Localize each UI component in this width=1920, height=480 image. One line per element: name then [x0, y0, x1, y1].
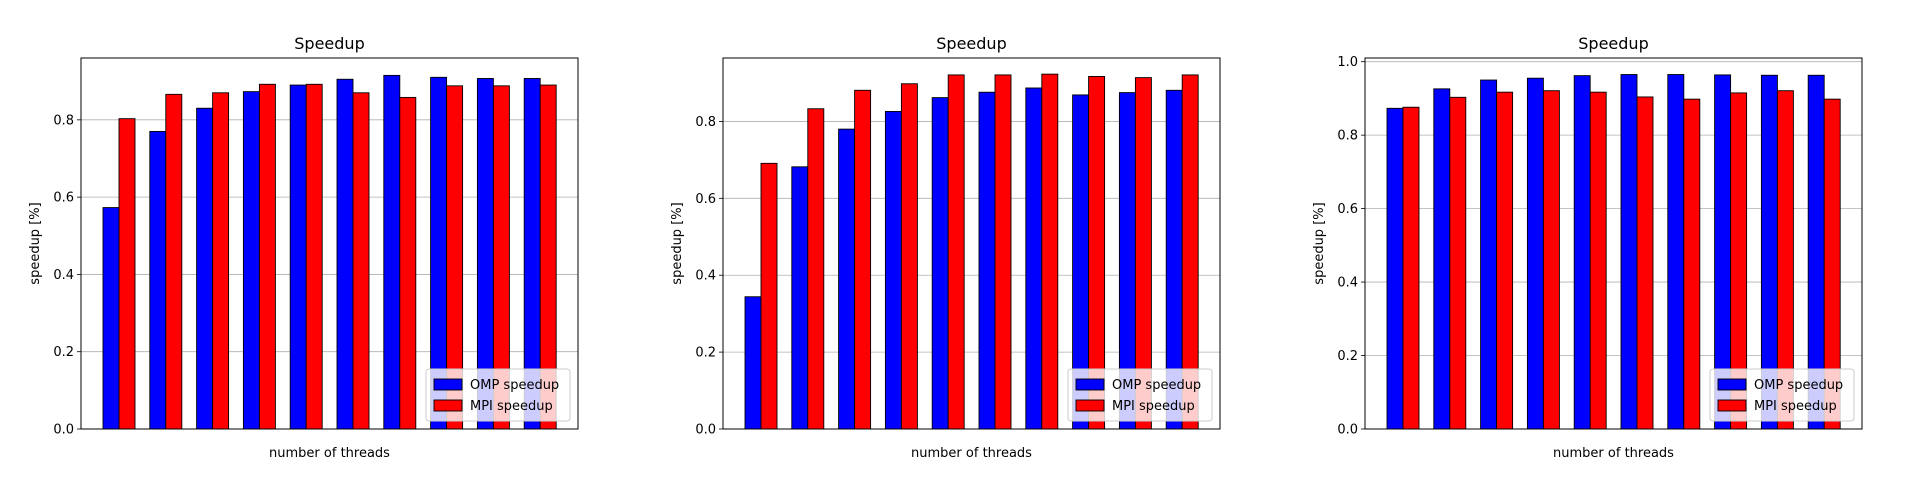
- mpi-bar: [760, 162, 778, 430]
- omp-bar: [289, 84, 307, 430]
- y-axis-label: speedup [%]: [28, 202, 43, 284]
- mpi-bar: [1402, 106, 1420, 430]
- mpi-bar: [212, 92, 230, 430]
- omp-bar: [1025, 87, 1043, 430]
- mpi-bar: [994, 74, 1012, 430]
- y-tick-label: 0.0: [695, 423, 716, 438]
- omp-bar: [383, 74, 401, 430]
- omp-bar: [242, 91, 260, 430]
- y-tick-label: 0.2: [1337, 349, 1358, 364]
- legend: OMP speedup MPI speedup: [1709, 368, 1855, 422]
- omp-legend-swatch: [1075, 378, 1105, 391]
- y-axis-label: speedup [%]: [670, 202, 685, 284]
- x-axis-label: number of threads: [1553, 446, 1674, 461]
- y-tick-label: 0.4: [695, 269, 716, 284]
- chart-title: Speedup: [294, 34, 364, 53]
- y-tick-label: 0.0: [1337, 423, 1358, 438]
- axes-frame: [1364, 57, 1863, 430]
- chart-panel-3: 0.0 0.2 0.4 0.6 0.8 1.0 Speedup number of threa…: [1312, 34, 1863, 461]
- omp-bar: [884, 110, 902, 430]
- omp-bar: [1433, 88, 1451, 430]
- y-tick-label: 0.0: [53, 423, 74, 438]
- mpi-legend-label: MPI speedup: [1754, 399, 1837, 414]
- axes-frame: [80, 57, 579, 430]
- mpi-bar: [1496, 91, 1514, 430]
- y-tick-label: 0.4: [53, 268, 74, 283]
- mpi-bar: [165, 93, 183, 430]
- y-axis-label: speedup [%]: [1312, 202, 1327, 284]
- omp-bar: [931, 97, 949, 430]
- omp-bar: [1620, 74, 1638, 430]
- legend: OMP speedup MPI speedup: [1067, 368, 1213, 422]
- mpi-bar: [854, 89, 872, 430]
- mpi-bar: [258, 83, 276, 430]
- mpi-bar: [1041, 73, 1059, 430]
- omp-bar: [1573, 75, 1591, 430]
- y-tick-label: 0.6: [53, 191, 74, 206]
- mpi-bar: [352, 92, 370, 430]
- y-tick-label: 0.2: [695, 346, 716, 361]
- mpi-bar: [947, 74, 965, 430]
- y-tick-label: 0.8: [1337, 129, 1358, 144]
- omp-bar: [1386, 107, 1404, 430]
- omp-bar: [1526, 77, 1544, 430]
- omp-bar: [149, 130, 167, 430]
- chart-title: Speedup: [936, 34, 1006, 53]
- y-tick-label: 0.8: [53, 113, 74, 128]
- omp-bar: [196, 107, 214, 430]
- mpi-legend-swatch: [1075, 399, 1105, 412]
- mpi-bar: [900, 83, 918, 430]
- omp-legend-label: OMP speedup: [1754, 378, 1843, 393]
- mpi-legend-label: MPI speedup: [1112, 399, 1195, 414]
- x-axis-label: number of threads: [911, 446, 1032, 461]
- omp-bar: [791, 166, 809, 430]
- axes-frame: [722, 57, 1221, 430]
- omp-legend-swatch: [433, 378, 463, 391]
- omp-bar: [1667, 74, 1685, 430]
- omp-bar: [102, 207, 120, 430]
- mpi-bar: [1542, 90, 1560, 430]
- mpi-legend-label: MPI speedup: [470, 399, 553, 414]
- y-tick-label: 0.2: [53, 345, 74, 360]
- mpi-bar: [1683, 98, 1701, 430]
- mpi-bar: [1589, 91, 1607, 430]
- y-tick-label: 0.6: [695, 192, 716, 207]
- mpi-bar: [1449, 96, 1467, 430]
- mpi-bar: [118, 118, 136, 430]
- x-axis-label: number of threads: [269, 446, 390, 461]
- omp-legend-label: OMP speedup: [1112, 378, 1201, 393]
- mpi-bar: [305, 83, 323, 430]
- y-tick-label: 1.0: [1337, 55, 1358, 70]
- omp-legend-swatch: [1717, 378, 1747, 391]
- mpi-legend-swatch: [1717, 399, 1747, 412]
- y-tick-label: 0.6: [1337, 202, 1358, 217]
- y-tick-label: 0.8: [695, 115, 716, 130]
- y-tick-label: 0.4: [1337, 276, 1358, 291]
- mpi-legend-swatch: [433, 399, 463, 412]
- mpi-bar: [399, 96, 417, 430]
- mpi-bar: [807, 108, 825, 430]
- omp-bar: [838, 128, 856, 430]
- chart-panel-1: 0.0 0.2 0.4 0.6 0.8 Speedup number of threads s…: [28, 34, 579, 461]
- omp-bar: [978, 91, 996, 430]
- omp-bar: [1480, 79, 1498, 430]
- legend: OMP speedup MPI speedup: [425, 368, 571, 422]
- omp-bar: [336, 78, 354, 430]
- omp-bar: [744, 296, 762, 430]
- omp-legend-label: OMP speedup: [470, 378, 559, 393]
- chart-panel-2: 0.0 0.2 0.4 0.6 0.8 Speedup number of threads s…: [670, 34, 1221, 461]
- chart-title: Speedup: [1578, 34, 1648, 53]
- mpi-bar: [1636, 96, 1654, 430]
